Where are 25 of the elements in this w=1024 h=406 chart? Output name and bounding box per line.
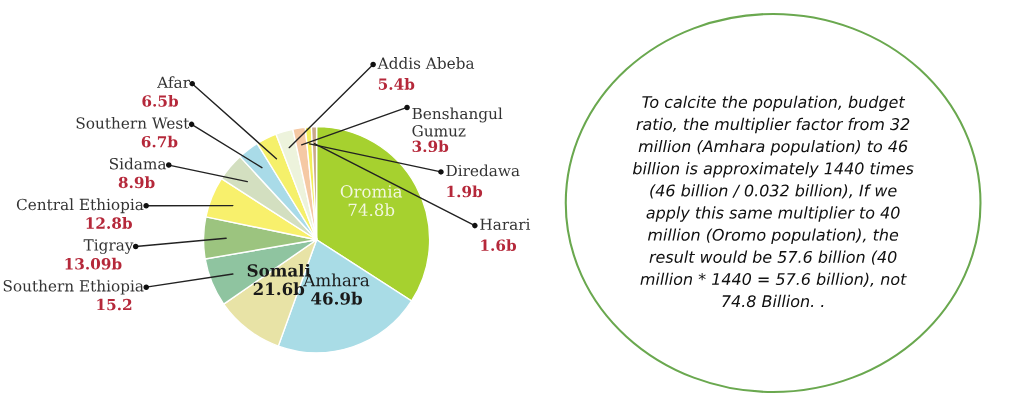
slice-label: Addis Abeba [377, 57, 475, 69]
slice-label: Sidama [109, 157, 167, 170]
slice-label: Benshangul Gumuz [412, 107, 503, 137]
slice-label: Southern West [76, 116, 190, 129]
data-label: 74.8b [348, 203, 395, 217]
data-label: 8.9b [118, 176, 155, 189]
data-label: 5.4b [378, 78, 415, 90]
data-label: 1.6b [481, 239, 517, 252]
slice-label: Tigray [83, 239, 134, 254]
slice-label: Diredawa [446, 164, 520, 177]
slice-label: Central Ethiopia [16, 198, 144, 214]
data-label: 21.6b [253, 282, 305, 296]
data-label: 15.2 [97, 298, 132, 311]
data-label: 1.9b [447, 185, 483, 198]
data-label: 6.5b [142, 94, 179, 107]
data-label: 13.09b [65, 257, 122, 270]
slice-label: Afar [157, 76, 190, 89]
data-label: 3.9b [412, 140, 449, 153]
data-label: 6.7b [141, 135, 178, 148]
data-label: 12.8b [86, 217, 132, 229]
slice-label: Harari [480, 218, 531, 231]
data-label: 46.9b [311, 291, 362, 305]
text: To calcite the population, budget ratio, the multiplier factor from 32 million (Amhara population) to 46 billion is approximately 1440 times (46 billion / 0.032 billion), If we apply this same multiplier to 40 million (Oromo population), the result would be 57.6 billion (40 million * 1440 = 57.6 billion), not 74.8 Billion. . [632, 95, 914, 308]
slice-label: Southern Ethiopia [3, 279, 144, 295]
slice-label: Oromia [340, 185, 403, 198]
